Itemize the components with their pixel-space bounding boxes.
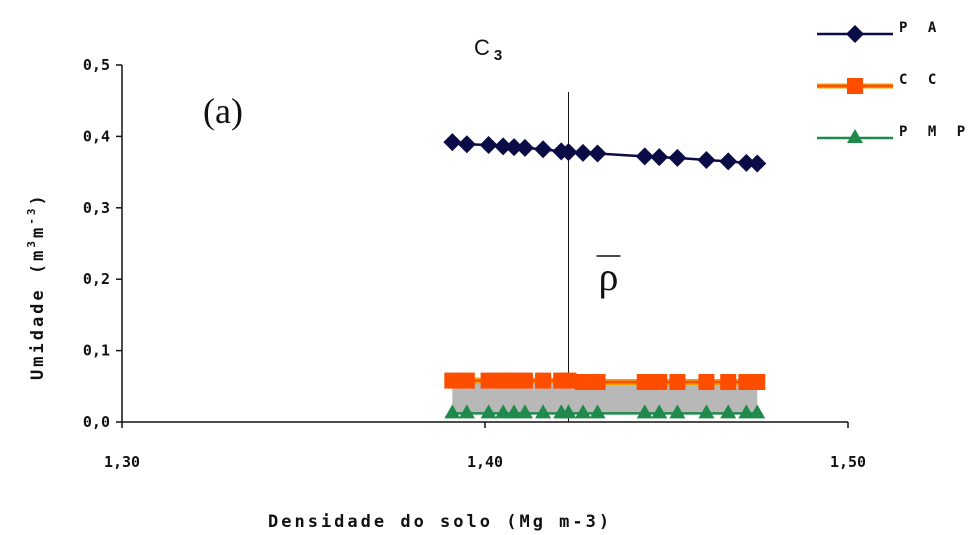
data-point [575, 374, 592, 391]
data-point [534, 140, 553, 159]
data-point [444, 372, 461, 389]
legend-label: P M P [899, 124, 971, 140]
legend-marker [846, 25, 864, 43]
panel-label: (a) [203, 91, 243, 131]
data-point [516, 372, 533, 389]
y-tick-label: 0,0 [83, 413, 110, 431]
data-point [698, 404, 715, 419]
data-point [698, 374, 715, 391]
data-point [495, 404, 512, 419]
data-point [651, 374, 668, 391]
data-point [535, 404, 552, 419]
y-tick-label: 0,4 [83, 127, 110, 145]
data-point [669, 404, 686, 419]
data-point [720, 404, 737, 419]
data-point [749, 404, 766, 419]
data-point [457, 135, 476, 154]
data-point [668, 148, 687, 167]
data-point [560, 404, 577, 419]
data-point [494, 137, 513, 156]
data-point [506, 404, 523, 419]
data-point [720, 374, 737, 391]
legend-item: P M P [817, 124, 971, 143]
data-point [697, 150, 716, 169]
series-cc [444, 372, 766, 391]
data-point [480, 372, 497, 389]
data-point [651, 404, 668, 419]
data-point [443, 133, 462, 152]
series-pa [443, 133, 767, 173]
data-point [458, 404, 475, 419]
legend-item: P A [817, 20, 942, 43]
x-ticks: 1,30 1,40 1,50 [104, 422, 866, 471]
data-point [574, 143, 593, 162]
x-tick-label: 1,50 [830, 453, 866, 471]
data-point [589, 404, 606, 419]
series-pmp [444, 404, 766, 419]
data-point [560, 372, 577, 389]
y-tick-label: 0,1 [83, 342, 110, 360]
data-point [588, 144, 607, 163]
svg-text:ρ: ρ [598, 254, 618, 299]
legend: P A C C P M P [817, 20, 971, 143]
y-tick-label: 0,2 [83, 270, 110, 288]
legend-marker [847, 78, 863, 94]
data-point [636, 374, 653, 391]
y-tick-label: 0,3 [83, 199, 110, 217]
legend-label: P A [899, 20, 942, 36]
mean-density-label: ρ [596, 254, 621, 299]
data-point [589, 374, 606, 391]
data-point [636, 404, 653, 419]
data-point [444, 404, 461, 419]
data-point [535, 372, 552, 389]
x-tick-label: 1,40 [467, 453, 503, 471]
legend-item: C C [817, 72, 942, 94]
x-tick-label: 1,30 [104, 453, 140, 471]
data-point [749, 374, 766, 391]
data-point [505, 138, 524, 157]
data-point [458, 372, 475, 389]
y-tick-label: 0,5 [83, 56, 110, 74]
data-point [748, 154, 767, 173]
series-layer [443, 133, 767, 419]
data-point [737, 153, 756, 172]
data-point [738, 404, 755, 419]
data-point [575, 404, 592, 419]
data-point [669, 374, 686, 391]
data-point [516, 404, 533, 419]
legend-label: C C [899, 72, 942, 88]
legend-marker [847, 129, 863, 143]
data-point [480, 404, 497, 419]
y-axis-title: Umidade (m3m-3) [25, 192, 48, 380]
data-point [559, 143, 578, 162]
data-point [479, 135, 498, 154]
data-point [515, 138, 534, 157]
y-ticks: 0,0 0,1 0,2 0,3 0,4 0,5 [83, 56, 122, 431]
data-point [719, 152, 738, 171]
data-point [650, 148, 669, 167]
data-point [635, 147, 654, 166]
x-axis-title: Densidade do solo (Mg m-3) [268, 512, 612, 532]
